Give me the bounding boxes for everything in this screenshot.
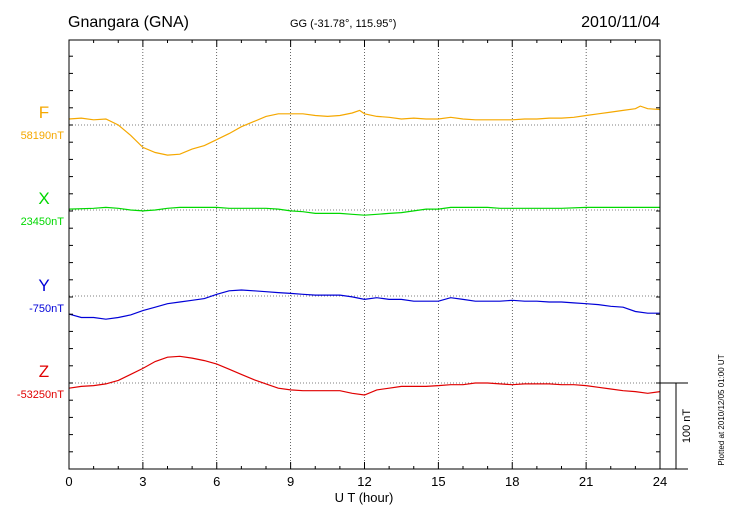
series-y-line	[68, 289, 660, 320]
series-lines	[68, 105, 661, 396]
plot-frame	[68, 39, 661, 470]
series-x-baseline: 23450nT	[21, 216, 65, 228]
scale-bar: 100 nT	[660, 382, 693, 470]
series-z-baseline: -53250nT	[17, 389, 64, 401]
x-tick-label: 15	[431, 474, 445, 489]
station-title: Gnangara (GNA)	[68, 14, 189, 31]
series-x-name: X	[38, 189, 49, 208]
x-tick-label: 24	[653, 474, 667, 489]
x-tick-label: 9	[287, 474, 294, 489]
x-tick-label: 18	[505, 474, 519, 489]
series-y-baseline: -750nT	[29, 303, 64, 315]
x-tick-label: 6	[213, 474, 220, 489]
axes: 0 3 6 9 12 15 18 21 24	[65, 40, 667, 489]
series-f-baseline: 58190nT	[21, 130, 65, 142]
series-y-name: Y	[38, 276, 49, 295]
station-coords: GG (-31.78°, 115.95°)	[290, 18, 396, 30]
plot-date: 2010/11/04	[581, 14, 660, 31]
series-x-line	[68, 206, 660, 216]
scale-bar-label: 100 nT	[681, 409, 693, 444]
x-tick-label: 21	[579, 474, 593, 489]
x-tick-label: 3	[139, 474, 146, 489]
plotted-at-note: Plotted at 2010/12/05 01:00 UT	[717, 354, 726, 465]
series-f-name: F	[39, 103, 49, 122]
series-z-name: Z	[39, 362, 49, 381]
x-tick-label: 0	[65, 474, 72, 489]
grid	[69, 40, 660, 469]
series-f-line	[68, 105, 661, 156]
x-tick-label: 12	[357, 474, 371, 489]
series-z-line	[68, 355, 661, 396]
series-labels: F 58190nT X 23450nT Y -750nT Z -53250nT	[17, 103, 64, 401]
x-axis-label: U T (hour)	[335, 490, 394, 505]
